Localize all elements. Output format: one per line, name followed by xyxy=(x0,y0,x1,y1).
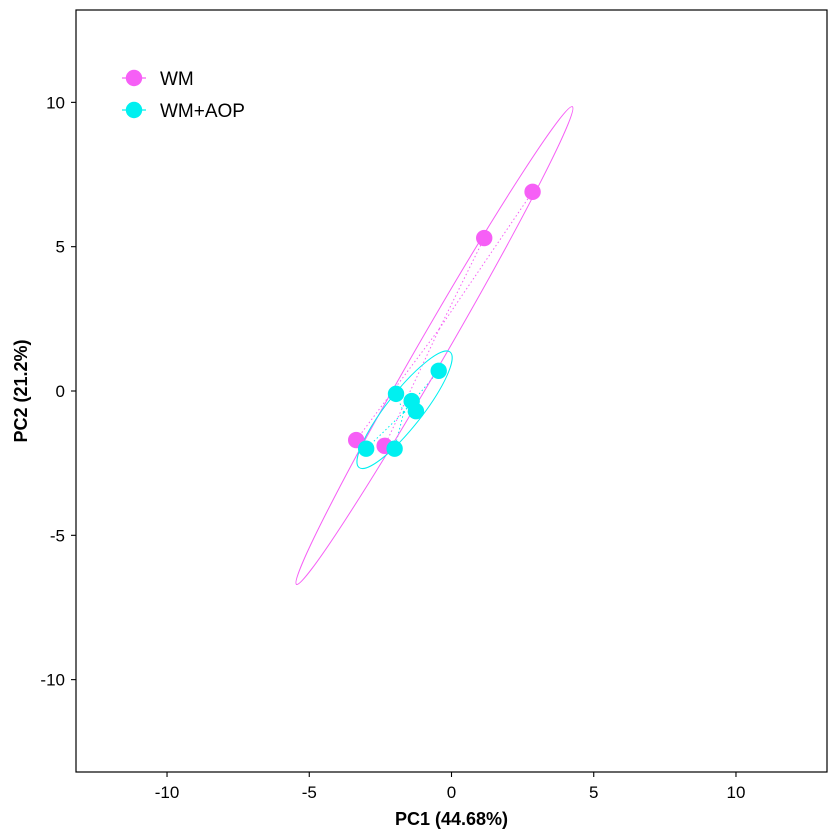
x-tick-label: 5 xyxy=(589,783,598,802)
y-tick-label: -10 xyxy=(40,671,65,690)
data-point xyxy=(357,440,375,457)
y-tick-label: 10 xyxy=(46,93,65,112)
y-tick-label: 5 xyxy=(56,238,65,257)
spider-line xyxy=(365,411,405,450)
y-tick-label: -5 xyxy=(50,526,65,545)
y-axis-ticks: -10 -5 0 5 10 xyxy=(40,93,76,690)
legend: WM WM+AOP xyxy=(122,69,245,122)
data-point xyxy=(524,183,541,201)
data-points xyxy=(348,183,541,457)
data-point xyxy=(407,403,425,420)
x-tick-label: 10 xyxy=(727,783,746,802)
data-point xyxy=(476,229,493,247)
x-axis-ticks: -10 -5 0 5 10 xyxy=(155,772,746,802)
x-axis-title: PC1 (44.68%) xyxy=(395,809,508,829)
data-point xyxy=(387,385,405,403)
legend-key-point xyxy=(125,101,143,119)
x-tick-label: -10 xyxy=(155,783,180,802)
legend-label: WM xyxy=(160,69,194,90)
confidence-ellipse xyxy=(295,106,574,585)
data-point xyxy=(386,440,403,457)
x-tick-label: 0 xyxy=(447,783,456,802)
spider-line xyxy=(384,328,440,447)
y-axis-title: PC2 (21.2%) xyxy=(11,339,31,442)
x-tick-label: -5 xyxy=(302,783,317,802)
y-tick-label: 0 xyxy=(56,382,65,401)
legend-label: WM+AOP xyxy=(160,101,245,122)
legend-key-point xyxy=(125,69,143,87)
data-point xyxy=(430,362,447,379)
spider-line xyxy=(438,237,485,330)
spider-line xyxy=(355,328,440,441)
